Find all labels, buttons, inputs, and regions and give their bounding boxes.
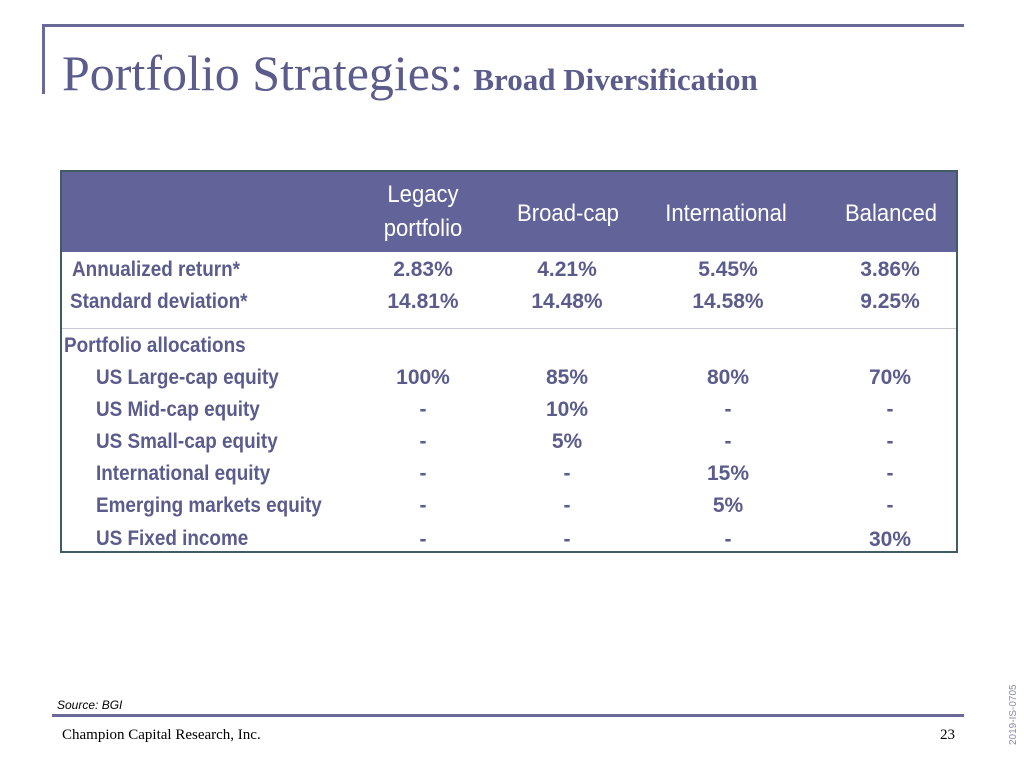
cell: - bbox=[419, 430, 427, 453]
cell: 4.21% bbox=[537, 258, 597, 281]
column-header-balanced: Balanced bbox=[844, 200, 938, 227]
cell: 14.58% bbox=[692, 290, 764, 313]
cell: - bbox=[724, 528, 732, 551]
cell: 5% bbox=[712, 494, 744, 517]
cell: 3.86% bbox=[860, 258, 920, 281]
strategy-table: Legacy portfolio Broad-cap International… bbox=[60, 170, 958, 553]
cell: - bbox=[886, 494, 894, 517]
page-number: 23 bbox=[940, 727, 955, 743]
cell: 10% bbox=[545, 398, 589, 421]
cell: 85% bbox=[545, 366, 589, 389]
source-note: Source: BGI bbox=[57, 698, 123, 712]
cell: 100% bbox=[396, 366, 450, 389]
cell: - bbox=[419, 528, 427, 551]
title-sub: Broad Diversification bbox=[473, 62, 758, 97]
row-label-us-large-cap: US Large-cap equity bbox=[96, 366, 279, 389]
row-label-standard-deviation: Standard deviation* bbox=[70, 290, 248, 313]
cell: - bbox=[419, 494, 427, 517]
column-header-broad-cap: Broad-cap bbox=[517, 200, 619, 227]
row-label-international-equity: International equity bbox=[96, 462, 271, 485]
title-frame-top bbox=[42, 24, 964, 27]
cell: 80% bbox=[706, 366, 750, 389]
document-id: 2019-IS-0705 bbox=[1008, 684, 1019, 745]
cell: - bbox=[886, 462, 894, 485]
row-label-us-fixed-income: US Fixed income bbox=[96, 527, 249, 550]
cell: 2.83% bbox=[393, 258, 453, 281]
cell: 14.48% bbox=[531, 290, 603, 313]
cell: - bbox=[419, 462, 427, 485]
row-label-us-mid-cap: US Mid-cap equity bbox=[96, 398, 260, 421]
cell: - bbox=[724, 398, 732, 421]
title-main: Portfolio Strategies: bbox=[62, 45, 464, 101]
column-header-international: International bbox=[665, 200, 787, 227]
cell: - bbox=[563, 494, 571, 517]
column-header-legacy: Legacy portfolio bbox=[383, 181, 463, 242]
footer-company: Champion Capital Research, Inc. bbox=[62, 727, 261, 743]
footer-rule bbox=[52, 714, 964, 717]
row-label-annualized-return: Annualized return* bbox=[72, 258, 241, 281]
row-label-emerging-markets: Emerging markets equity bbox=[96, 494, 322, 517]
cell: 15% bbox=[706, 462, 750, 485]
cell: 70% bbox=[868, 366, 912, 389]
cell: - bbox=[886, 430, 894, 453]
table-header: Legacy portfolio Broad-cap International… bbox=[62, 172, 956, 252]
title-frame-left bbox=[42, 24, 45, 94]
cell: 30% bbox=[868, 528, 912, 551]
cell: - bbox=[563, 462, 571, 485]
cell: 5% bbox=[551, 430, 583, 453]
cell: 9.25% bbox=[860, 290, 920, 313]
section-label-allocations: Portfolio allocations bbox=[64, 334, 246, 357]
row-label-us-small-cap: US Small-cap equity bbox=[96, 430, 278, 453]
row-label-clip: Emerging markets equity bbox=[96, 494, 349, 524]
cell: - bbox=[563, 528, 571, 551]
cell: - bbox=[419, 398, 427, 421]
cell: - bbox=[724, 430, 732, 453]
cell: - bbox=[886, 398, 894, 421]
cell: 5.45% bbox=[698, 258, 758, 281]
section-divider bbox=[62, 328, 956, 329]
page-title: Portfolio Strategies: Broad Diversificati… bbox=[62, 44, 758, 102]
cell: 14.81% bbox=[387, 290, 459, 313]
